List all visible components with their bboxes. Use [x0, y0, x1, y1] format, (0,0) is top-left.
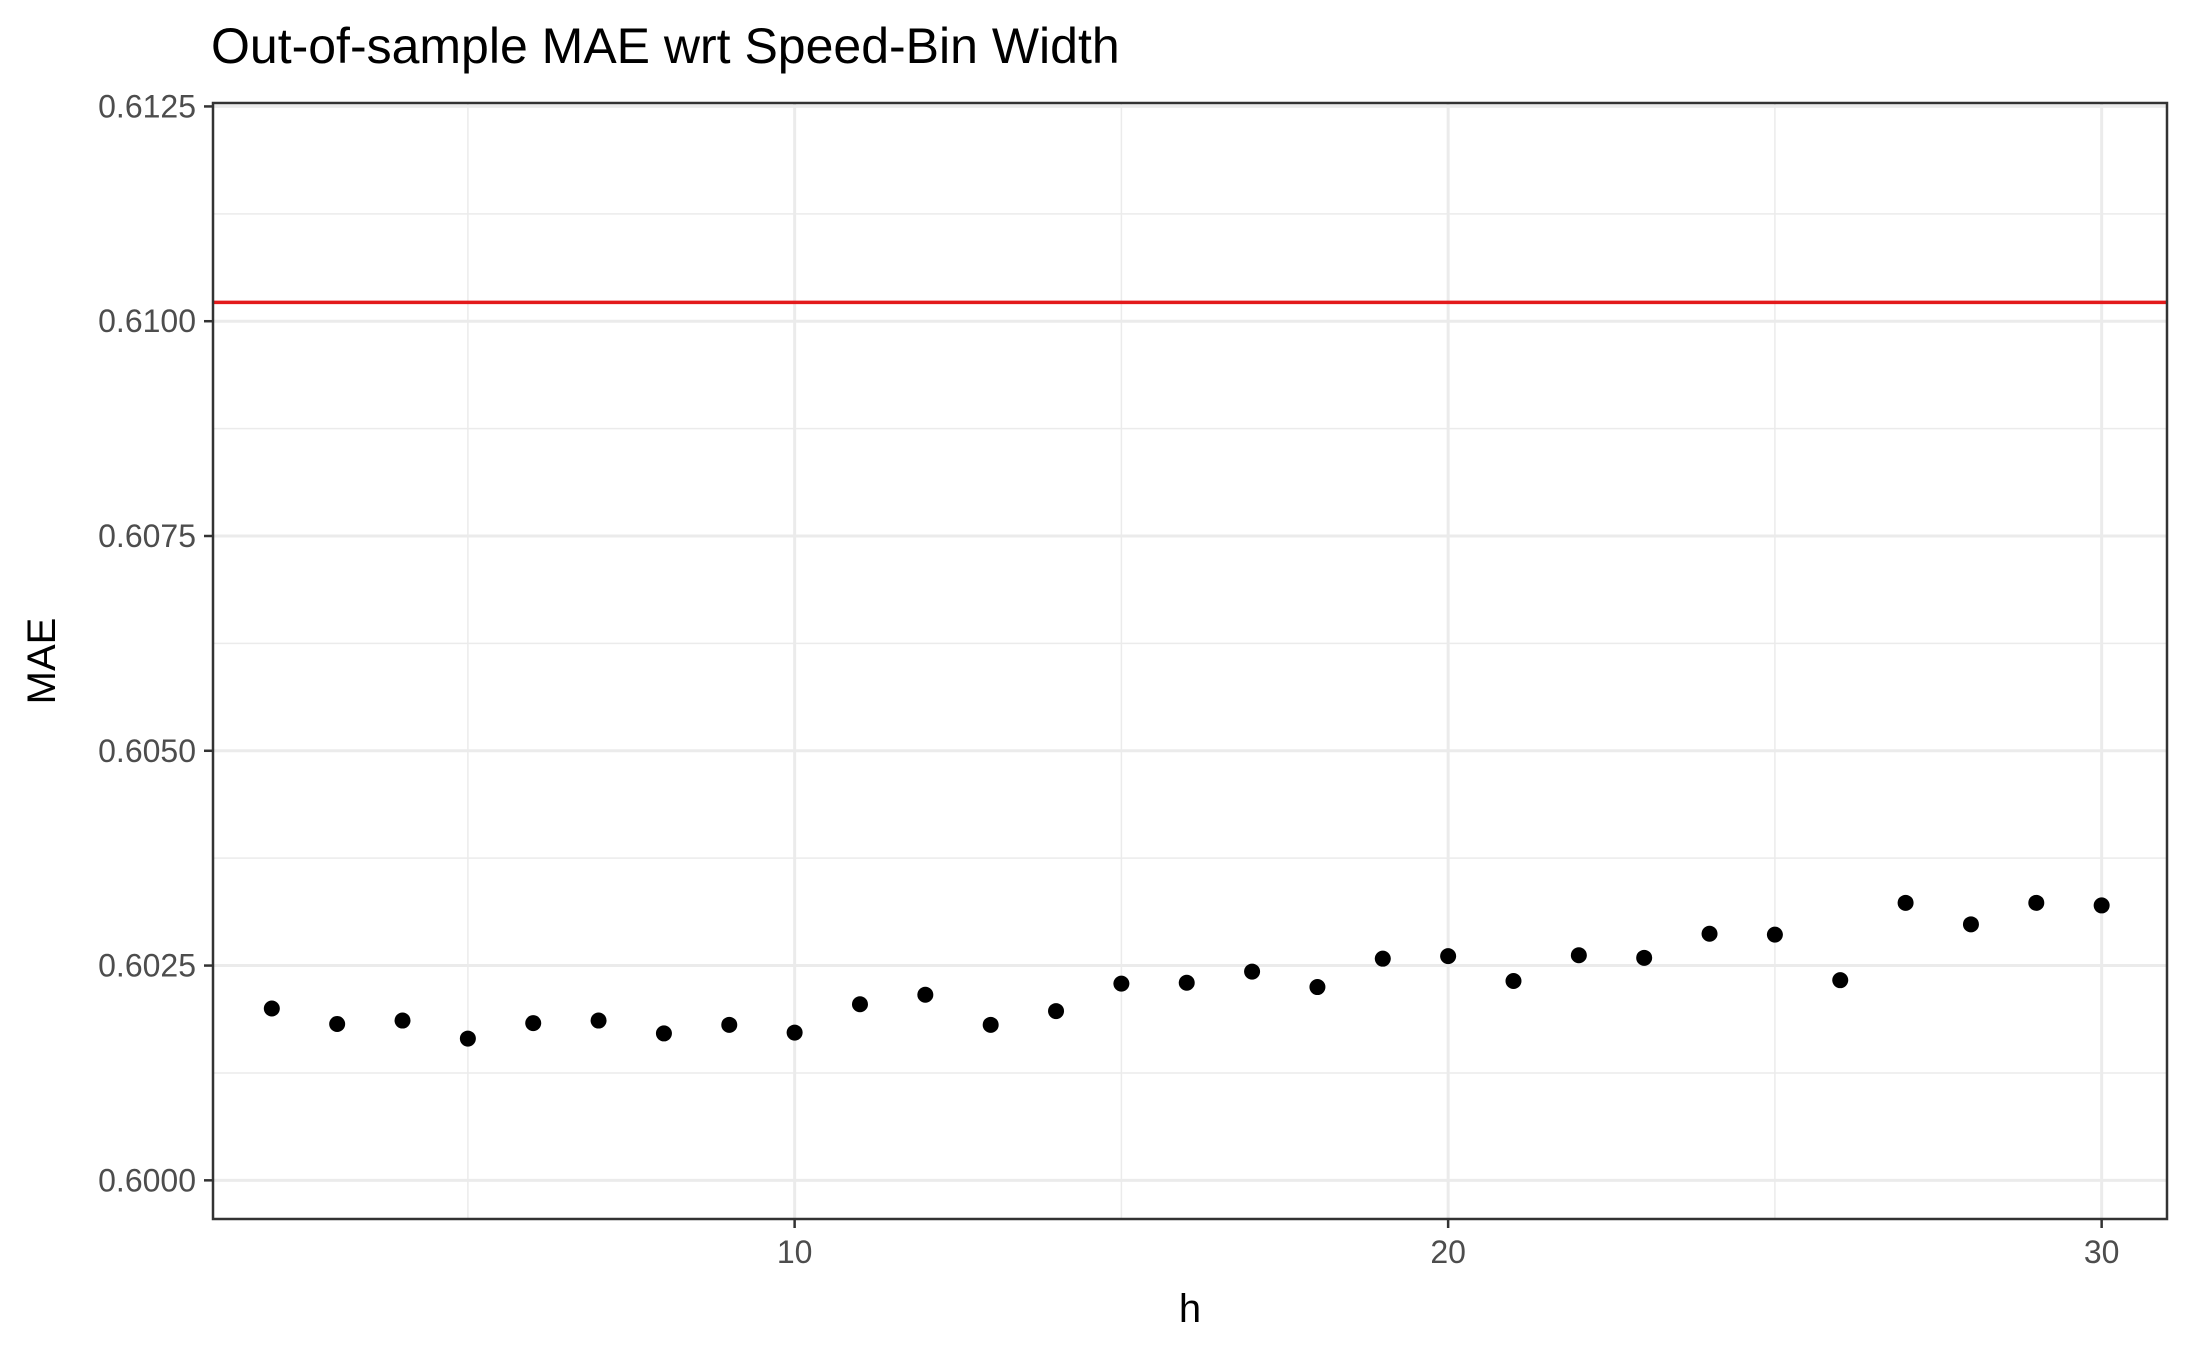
- y-tick-label: 0.6000: [98, 1162, 196, 1198]
- y-tick-label: 0.6050: [98, 733, 196, 769]
- data-point: [1244, 963, 1261, 980]
- data-point: [1897, 894, 1914, 911]
- y-tick-label: 0.6100: [98, 303, 196, 339]
- y-tick-label: 0.6075: [98, 518, 196, 554]
- data-point: [917, 986, 934, 1003]
- data-point: [2093, 897, 2110, 914]
- data-point: [786, 1024, 803, 1041]
- y-tick-label: 0.6025: [98, 948, 196, 984]
- y-tick-label: 0.6125: [98, 88, 196, 124]
- data-point: [590, 1012, 607, 1029]
- data-point: [2028, 894, 2045, 911]
- panel-border: [211, 101, 2169, 1221]
- data-point: [263, 1000, 280, 1017]
- data-point: [1570, 947, 1587, 964]
- data-point: [329, 1015, 346, 1032]
- x-tick-label: 30: [2084, 1234, 2120, 1270]
- data-point: [1048, 1003, 1065, 1020]
- data-point: [851, 996, 868, 1013]
- data-point: [655, 1025, 672, 1042]
- x-tick-label: 20: [1430, 1234, 1466, 1270]
- data-point: [982, 1016, 999, 1033]
- x-tick-label: 10: [777, 1234, 813, 1270]
- y-axis-title: MAE: [20, 618, 64, 705]
- data-point: [1113, 975, 1130, 992]
- data-point: [525, 1015, 542, 1032]
- chart-title: Out-of-sample MAE wrt Speed-Bin Width: [211, 18, 1120, 74]
- data-points: [263, 894, 2110, 1047]
- data-point: [1374, 950, 1391, 967]
- data-point: [1832, 972, 1849, 989]
- data-point: [1766, 926, 1783, 943]
- data-point: [1309, 979, 1326, 996]
- data-point: [459, 1030, 476, 1047]
- data-point: [1636, 949, 1653, 966]
- x-axis-title: h: [1179, 1287, 1201, 1331]
- x-axis: 10 20 30: [777, 1219, 2120, 1270]
- grid-lines: [213, 103, 2167, 1219]
- data-point: [1440, 948, 1457, 965]
- data-point: [1178, 974, 1195, 991]
- y-axis: 0.6000 0.6025 0.6050 0.6075 0.6100 0.6125: [98, 88, 213, 1198]
- data-point: [1962, 916, 1979, 933]
- data-point: [394, 1012, 411, 1029]
- data-point: [1701, 925, 1718, 942]
- data-point: [1505, 973, 1522, 990]
- data-point: [721, 1016, 738, 1033]
